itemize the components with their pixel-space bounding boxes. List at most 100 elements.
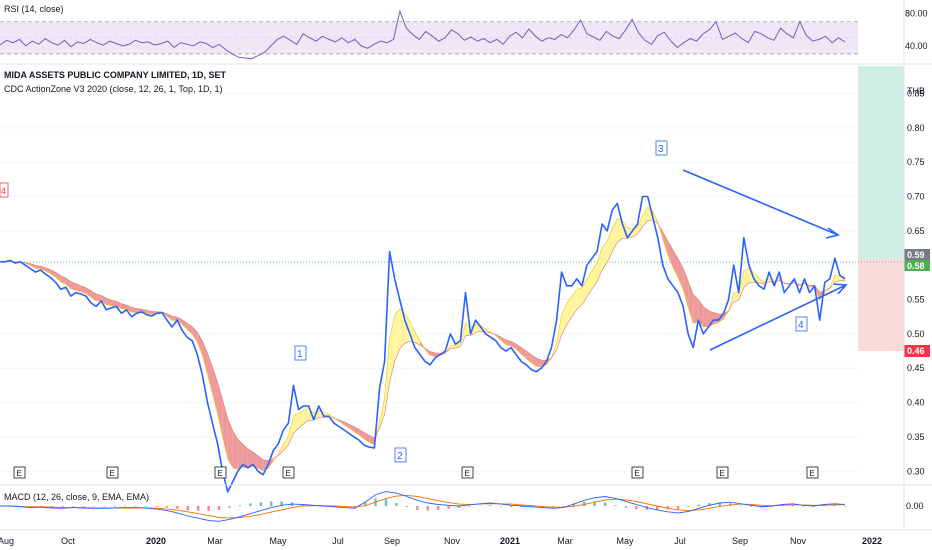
ribbon-segment xyxy=(227,418,233,468)
macd-histogram-bar xyxy=(436,506,440,510)
ribbon-segment xyxy=(303,408,309,424)
stop-zone xyxy=(858,259,904,351)
ribbon-segment xyxy=(182,319,188,330)
price-tick-label: 0.45 xyxy=(907,363,925,373)
macd-histogram-bar xyxy=(457,506,461,508)
stop-value: 0.46 xyxy=(907,346,925,356)
ribbon-segment xyxy=(576,287,582,310)
ribbon-segment xyxy=(106,298,112,306)
ribbon-segment xyxy=(662,231,668,256)
macd-histogram-bar xyxy=(207,506,210,511)
price-grid xyxy=(0,92,858,472)
macd-histogram-bar xyxy=(426,506,429,511)
ribbon-segment xyxy=(556,314,562,351)
time-tick-label: Nov xyxy=(444,536,461,546)
macd-title: MACD (12, 26, close, 9, EMA, EMA) xyxy=(4,492,149,502)
ribbon-segment xyxy=(80,285,87,294)
wave-label-2: 2 xyxy=(397,451,403,462)
ribbon-segment xyxy=(693,294,699,324)
macd-histogram-bar xyxy=(593,501,596,507)
price-line xyxy=(0,195,846,493)
wave-label-4-box xyxy=(795,316,808,332)
earnings-marker-label: E xyxy=(465,469,470,478)
ribbon-segment xyxy=(571,289,577,318)
macd-histogram-bar xyxy=(395,503,398,507)
wave-label-2-box xyxy=(394,447,407,463)
wave-label-1-box xyxy=(294,345,307,361)
macd-histogram-bar xyxy=(405,506,409,508)
action-zone-ribbon xyxy=(0,207,846,472)
earnings-marker-box[interactable] xyxy=(631,466,644,479)
earnings-marker-box[interactable] xyxy=(806,466,819,479)
ribbon-segment xyxy=(177,317,183,325)
macd-histogram-bar xyxy=(749,506,753,507)
earnings-marker-box[interactable] xyxy=(214,466,227,479)
time-tick-label: 2021 xyxy=(500,536,520,546)
time-tick-label: Mar xyxy=(557,536,573,546)
time-tick-label: Sep xyxy=(384,536,400,546)
trend-line-lower-arrowhead xyxy=(833,283,848,295)
macd-histogram-bar xyxy=(697,504,701,507)
last-price-value-2: 0.58 xyxy=(907,261,925,271)
wave-label-1: 1 xyxy=(297,349,303,360)
macd-histogram-bar xyxy=(802,506,805,507)
ribbon-segment xyxy=(480,325,486,332)
rsi-band xyxy=(0,21,858,54)
price-tick-label: 0.55 xyxy=(907,295,925,305)
rsi-line xyxy=(0,9,846,60)
earnings-marker-label: E xyxy=(286,469,291,478)
earnings-marker-box[interactable] xyxy=(13,466,26,479)
macd-histogram-bar xyxy=(197,506,200,511)
macd-histogram-bar xyxy=(155,506,158,507)
indicator-title: CDC ActionZone V3 2020 (close, 12, 26, 1… xyxy=(4,84,222,94)
macd-histogram-bar xyxy=(40,506,43,507)
earnings-marker-box[interactable] xyxy=(716,466,729,479)
earnings-marker-box[interactable] xyxy=(282,466,295,479)
ribbon-segment xyxy=(465,323,471,336)
earnings-marker-box[interactable] xyxy=(461,466,474,479)
macd-histogram-bar xyxy=(489,505,492,507)
rsi-title: RSI (14, close) xyxy=(4,4,64,14)
macd-histogram-bar xyxy=(217,506,221,510)
ribbon-segment xyxy=(242,444,248,468)
time-tick-label: Aug xyxy=(0,536,14,546)
macd-histogram-bar xyxy=(416,506,419,510)
macd-line xyxy=(0,491,846,522)
macd-histogram-bar xyxy=(656,506,659,510)
macd-histogram-bar xyxy=(624,506,628,508)
macd-histogram-bar xyxy=(666,506,669,510)
ribbon-segment xyxy=(202,340,208,375)
company-title: MIDA ASSETS PUBLIC COMPANY LIMITED, 1D, … xyxy=(4,70,227,80)
ribbon-segment xyxy=(166,313,173,321)
left-flag-box[interactable] xyxy=(0,182,9,198)
time-tick-label: Sep xyxy=(732,536,748,546)
wave-label-3-box xyxy=(655,140,668,156)
ribbon-segment xyxy=(288,415,294,446)
earnings-marker-label: E xyxy=(810,469,815,478)
earnings-marker-label: E xyxy=(110,469,115,478)
macd-histogram-bar xyxy=(123,505,127,507)
slow-ema-line xyxy=(0,219,846,461)
ribbon-segment xyxy=(592,262,598,290)
macd-histogram-bar xyxy=(384,499,388,507)
ribbon-segment xyxy=(667,241,673,268)
macd-histogram-bar xyxy=(165,506,169,508)
time-tick-label: May xyxy=(616,536,634,546)
ribbon-segment xyxy=(384,339,390,415)
time-tick-label: May xyxy=(269,536,287,546)
ribbon-segment xyxy=(516,344,522,355)
time-axis[interactable]: Aug Oct 2020 Mar May Jul Sep Nov 2021 Mar May Jul Se… xyxy=(0,536,882,546)
macd-histogram-bar xyxy=(353,506,356,508)
earnings-marker-box[interactable] xyxy=(106,466,119,479)
macd-histogram-bar xyxy=(551,506,555,508)
macd-histogram-bar xyxy=(603,502,607,507)
macd-histogram-bar xyxy=(582,501,586,507)
macd-histogram-bar xyxy=(103,506,106,507)
ribbon-segment xyxy=(738,270,744,301)
price-axis[interactable]: 0.850.800.750.700.650.600.550.500.450.40… xyxy=(907,88,925,476)
ribbon-segment xyxy=(258,455,264,471)
price-tick-label: 0.85 xyxy=(907,88,925,98)
ribbon-segment xyxy=(369,435,375,445)
last-price-value: 0.59 xyxy=(907,250,925,260)
